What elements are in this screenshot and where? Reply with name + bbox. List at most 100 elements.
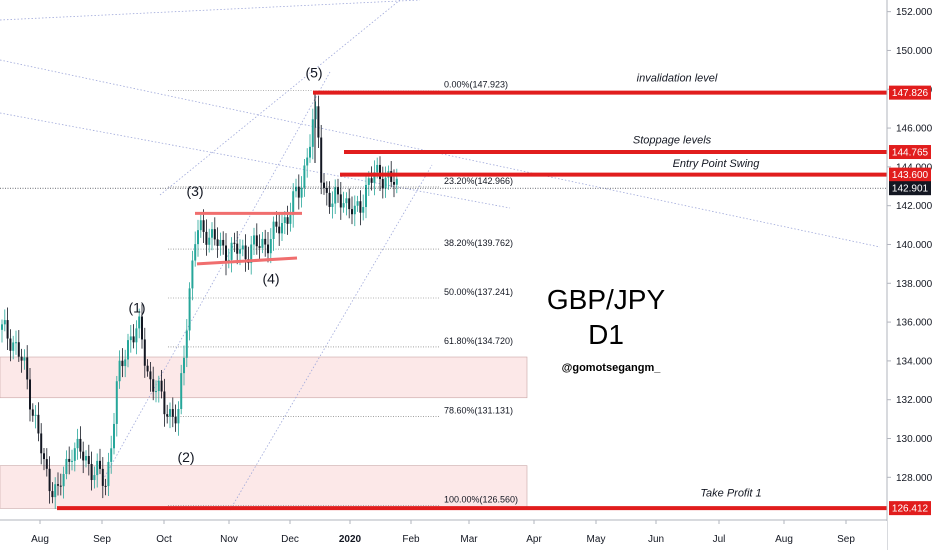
y-tick-label: 146.000 — [896, 124, 932, 135]
candle-body — [185, 330, 188, 358]
y-tick-label: 138.000 — [896, 279, 932, 290]
x-tick-label: May — [587, 534, 606, 545]
candle-body — [152, 379, 155, 392]
candle-body — [311, 119, 314, 147]
trend-line-1 — [0, 59, 881, 248]
y-tick-label: 150.000 — [896, 46, 932, 57]
annotation-1: Stoppage levels — [633, 135, 712, 147]
candle-body — [395, 178, 398, 185]
candle-body — [250, 244, 253, 264]
candlesticks — [1, 91, 398, 509]
candle-body — [376, 164, 379, 173]
candle-body — [90, 463, 93, 481]
x-tick-label: Jun — [648, 534, 664, 545]
candle-body — [163, 391, 166, 415]
candle-body — [199, 220, 202, 231]
candle-body — [65, 458, 68, 474]
candle-body — [180, 373, 183, 409]
trend-line-3 — [159, 0, 401, 196]
x-tick-label: 2020 — [339, 534, 362, 545]
candle-body — [143, 339, 146, 366]
candle-body — [79, 438, 82, 452]
candle-body — [283, 217, 286, 224]
candle-body — [225, 245, 227, 263]
price-tags: 147.826 144.765 143.600 142.901 126.412 — [889, 85, 931, 516]
x-tick-label: Mar — [460, 534, 478, 545]
candle-body — [306, 157, 309, 166]
candle-body — [129, 336, 132, 341]
candle-body — [314, 106, 317, 120]
candle-body — [236, 243, 239, 254]
candle-body — [292, 191, 295, 216]
price-tag-box — [889, 181, 931, 196]
candle-body — [138, 316, 141, 329]
candle-body — [160, 380, 163, 392]
candle-body — [309, 146, 311, 158]
candle-body — [76, 438, 79, 449]
trend-line-5 — [229, 164, 433, 511]
candle-body — [23, 357, 26, 361]
candle-body — [239, 249, 241, 254]
horizontal-levels — [0, 90, 887, 511]
price-tag-box — [889, 145, 931, 160]
candle-body — [127, 340, 129, 360]
candle-body — [20, 356, 23, 361]
candle-body — [337, 187, 339, 195]
candle-body — [68, 458, 71, 462]
candle-body — [373, 172, 376, 183]
candle-body — [331, 203, 334, 207]
candle-body — [286, 217, 289, 224]
candle-body — [370, 178, 373, 183]
chart-subtitle: D1 — [588, 319, 624, 350]
candle-body — [188, 288, 191, 331]
x-tick-label: Oct — [156, 534, 172, 545]
candle-body — [348, 198, 351, 210]
candle-body — [73, 448, 76, 461]
x-tick-label: Sep — [93, 534, 111, 545]
price-tag-label: 144.765 — [892, 148, 929, 159]
candle-body — [353, 205, 356, 215]
candle-body — [219, 239, 222, 246]
candle-body — [194, 244, 197, 261]
candle-body — [197, 230, 199, 245]
price-axis-background[interactable] — [888, 0, 932, 550]
candle-body — [205, 231, 208, 245]
candle-body — [183, 357, 185, 374]
candle-body — [9, 338, 12, 351]
candle-body — [191, 260, 194, 289]
fib-label-2: 38.20%(139.762) — [444, 238, 513, 248]
candle-body — [96, 460, 99, 476]
candle-body — [71, 460, 73, 462]
candle-body — [115, 381, 118, 424]
candle-body — [157, 380, 160, 392]
candle-body — [12, 342, 15, 351]
time-axis-background[interactable] — [0, 521, 887, 550]
trend-line-2 — [0, 112, 511, 209]
candle-body — [155, 391, 157, 393]
y-tick-label: 130.000 — [896, 434, 932, 445]
candle-body — [275, 221, 278, 227]
candle-body — [113, 423, 115, 449]
candle-body — [146, 365, 149, 372]
candle-body — [82, 451, 85, 461]
annotation-2: Entry Point Swing — [673, 158, 761, 170]
candle-body — [135, 328, 138, 343]
candle-body — [121, 360, 124, 367]
candle-body — [334, 187, 337, 204]
candle-body — [230, 242, 233, 260]
fibonacci-levels: 0.00%(147.923) 23.20%(142.966) 38.20%(139.… — [168, 80, 518, 506]
candle-body — [211, 229, 213, 238]
time-axis: Aug Sep Oct Nov Dec 2020 Feb Mar Apr May Jun Jul Aug… — [31, 520, 855, 545]
candle-body — [328, 192, 331, 207]
price-tag-box — [889, 501, 931, 516]
candle-body — [149, 371, 152, 380]
candle-body — [174, 416, 177, 424]
candle-body — [48, 468, 51, 492]
x-tick-label: Apr — [526, 534, 542, 545]
candle-body — [99, 460, 101, 469]
candle-body — [255, 235, 258, 247]
price-tag-label: 147.826 — [892, 88, 929, 99]
candle-body — [384, 177, 387, 189]
candle-body — [31, 409, 34, 416]
